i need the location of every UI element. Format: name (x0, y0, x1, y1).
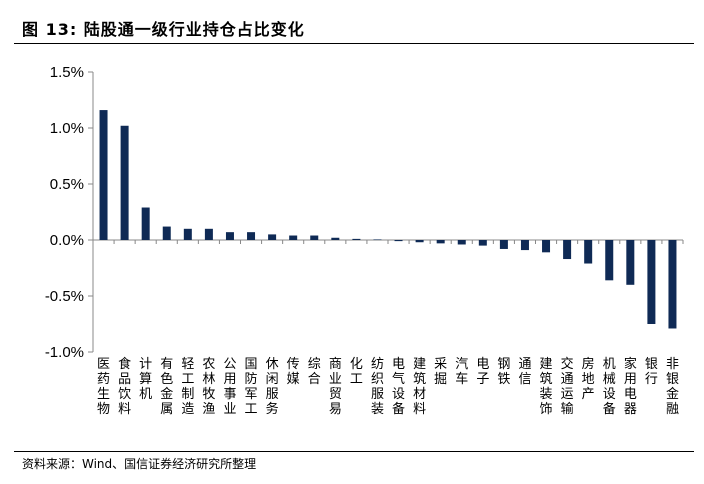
bar-27 (668, 240, 677, 329)
x-tick-label: 综合 (308, 357, 321, 387)
x-tick-label: 农林牧渔 (202, 357, 215, 417)
y-tick-label: -0.5% (45, 288, 84, 305)
bar-19 (499, 240, 508, 249)
bar-2 (141, 207, 150, 240)
bar-26 (647, 240, 656, 324)
x-tick-label: 化工 (350, 357, 363, 387)
x-tick-label: 银行 (645, 357, 658, 387)
x-tick-label: 食品饮料 (118, 356, 131, 417)
title-bar: 图 13: 陆股通一级行业持仓占比变化 (14, 10, 694, 44)
bar-15 (415, 240, 424, 243)
bar-0 (99, 110, 108, 240)
x-tick-label: 交通运输 (561, 356, 574, 417)
x-tick-label: 公用事业 (223, 357, 236, 417)
bar-25 (626, 240, 635, 285)
y-tick-labels: 1.5% 1.0% 0.5% 0.0% -0.5% -1.0% (45, 64, 84, 361)
bar-16 (436, 240, 445, 244)
x-tick-label: 采掘 (434, 357, 447, 387)
bar-20 (520, 240, 529, 251)
x-tick-labels: 医药生物食品饮料计算机有色金属轻工制造农林牧渔公用事业国防军工休闲服务传媒综合商… (97, 356, 679, 417)
bar-21 (542, 240, 551, 253)
x-tick-label: 房地产 (582, 356, 595, 402)
bar-14 (394, 240, 403, 242)
bar-23 (584, 240, 593, 264)
x-tick-label: 计算机 (139, 357, 152, 402)
bar-6 (225, 232, 234, 240)
y-tick-label: 1.5% (50, 64, 84, 81)
bar-7 (247, 232, 256, 240)
y-tick-label: 1.0% (50, 120, 84, 137)
x-tick-label: 家用电器 (624, 356, 637, 417)
bar-11 (331, 237, 340, 240)
bar-13 (373, 239, 382, 241)
chart-bars (99, 110, 677, 329)
x-tick-label: 电气设备 (392, 357, 405, 417)
x-tick-label: 医药生物 (97, 357, 110, 417)
bar-8 (268, 234, 277, 240)
bar-22 (563, 240, 572, 260)
x-tick-label: 有色金属 (160, 357, 173, 417)
x-tick-label: 通信 (518, 357, 531, 387)
x-tick-label: 钢铁 (497, 357, 510, 387)
bar-18 (478, 240, 487, 246)
x-tick-label: 传媒 (287, 357, 300, 387)
x-tick-label: 国防军工 (245, 357, 258, 417)
bar-12 (352, 238, 361, 240)
bar-17 (457, 240, 466, 245)
footer-divider (14, 451, 694, 452)
x-tick-label: 非银金融 (666, 357, 679, 417)
bar-4 (183, 228, 192, 240)
x-tick-label: 电子 (476, 357, 489, 387)
x-tick-label: 机械设备 (603, 357, 616, 417)
source-note: 资料来源：Wind、国信证券经济研究所整理 (22, 457, 257, 471)
x-tick-label: 汽车 (455, 357, 468, 387)
x-tick-label: 休闲服务 (266, 357, 279, 417)
x-tick-label: 纺织服装 (371, 357, 384, 417)
bar-3 (162, 226, 171, 240)
x-tick-label: 商业贸易 (329, 357, 342, 417)
x-tick-label: 建筑装饰 (540, 357, 553, 417)
x-tick-label: 建筑材料 (413, 357, 426, 417)
bar-1 (120, 125, 129, 240)
bar-chart: 1.5% 1.0% 0.5% 0.0% -0.5% -1.0% 医药生物食品饮料计算机有色… (45, 64, 684, 417)
y-tick-label: 0.0% (50, 232, 84, 249)
bar-24 (605, 240, 614, 281)
y-tick-label: 0.5% (50, 176, 84, 193)
bar-5 (204, 228, 213, 240)
y-tick-label: -1.0% (45, 344, 84, 361)
bar-10 (310, 235, 319, 240)
figure-title: 图 13: 陆股通一级行业持仓占比变化 (22, 20, 305, 39)
x-tick-label: 轻工制造 (181, 357, 194, 417)
bar-9 (289, 235, 298, 240)
chart-axes (88, 71, 684, 353)
